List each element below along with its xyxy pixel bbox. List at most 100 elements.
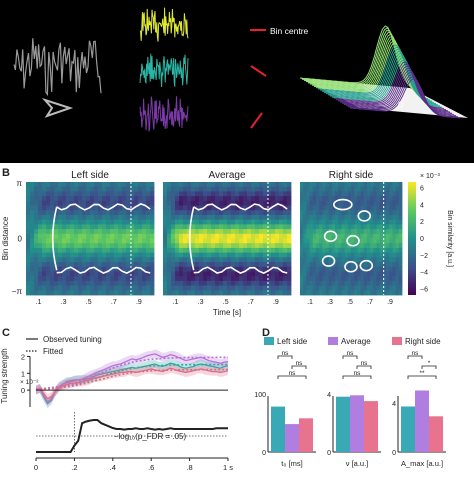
heatmap-cell [351,290,355,296]
significance-marker: * [428,360,431,367]
heatmap-cell [106,229,111,235]
heatmap-cell [351,266,355,272]
heatmap-cell [203,200,208,206]
heatmap-cell [146,219,151,225]
heatmap-cell [392,182,397,188]
heatmap-cell [398,257,403,263]
heatmap-cell [287,182,292,188]
heatmap-cell [386,210,390,216]
heatmap-cell [279,196,284,202]
heatmap-cell [175,238,180,244]
heatmap-cell [167,247,172,254]
heatmap-cell [66,266,71,272]
heatmap-cell [300,191,304,197]
heatmap-cell [379,233,384,239]
heatmap-cell [398,200,403,206]
heatmap-cell [239,276,244,282]
heatmap-cell [328,205,333,211]
heatmap-cell [183,196,188,202]
heatmap-cell [303,191,307,197]
heatmap-cell [223,224,228,230]
heatmap-cell [235,200,240,206]
heatmap-cell [303,233,307,239]
heatmap-cell [110,200,115,206]
heatmap-cell [62,200,67,206]
heatmap-cell [315,205,320,211]
heatmap-cell [78,191,83,197]
heatmap-cell [315,200,320,206]
heatmap-cell [392,276,397,282]
heatmap-cell [247,224,252,230]
heatmap-cell [38,257,43,263]
heatmap-cell [267,191,272,197]
x-axis-label: ν [a.u.] [346,459,369,468]
heatmap-cell [392,210,397,216]
heatmap-cell [341,243,346,249]
heatmap-cell [90,191,95,197]
heatmap-cell [74,266,79,272]
heatmap-cell [376,210,381,216]
heatmap-cell [235,233,240,239]
heatmap-cell [283,186,288,192]
heatmap-cell [227,266,232,272]
surface-zero-label: 0 [398,100,403,110]
heatmap-cell [102,186,107,192]
heatmap-cell [30,229,35,235]
x-tick-label: .1 [307,299,313,306]
heatmap-cell [134,266,139,272]
heatmap-cell [351,280,355,286]
heatmap-cell [287,214,292,221]
heatmap-cell [183,285,188,291]
heatmap-cell [74,257,79,263]
heatmap-cell [34,200,39,206]
heatmap-cell [271,229,276,235]
heatmap-cell [98,243,103,249]
heatmap-cell [26,182,31,188]
heatmap-cell [38,191,43,197]
heatmap-cell [146,224,151,230]
heatmap-cell [389,224,393,230]
heatmap-cell [122,290,127,296]
heatmap-cell [370,191,374,197]
y-tick-label: 100 [254,392,266,399]
heatmap-cell [283,262,288,268]
heatmap-cell [211,238,216,244]
heatmap-cell [351,257,355,263]
heatmap-cell [70,191,75,197]
heatmap-cell [303,247,307,254]
heatmap-cell [223,214,228,221]
heatmap-cell [138,214,143,221]
heatmap-cell [203,233,208,239]
heatmap-cell [344,280,349,286]
heatmap-cell [363,229,368,235]
legend-swatch [392,337,402,345]
heatmap-cell [34,210,39,216]
heatmap-cell [195,229,200,235]
heatmap-cell [94,200,99,206]
heatmap-cell [303,243,307,249]
heatmap-cell [215,229,220,235]
heatmap-cell [187,280,192,286]
heatmap-cell [235,196,240,202]
heatmap-cell [251,257,256,263]
heatmap-cell [370,214,374,221]
heatmap-cell [134,285,139,291]
heatmap-cell [187,262,192,268]
heatmap-cell [130,233,135,239]
heatmap-cell [179,196,184,202]
heatmap-cell [58,290,63,296]
heatmap-cell [283,182,288,188]
heatmap-cell [344,290,349,296]
heatmap-cell [90,200,95,206]
heatmap-cell [126,205,131,211]
heatmap-cell [163,219,168,225]
heatmap-cell [110,229,115,235]
heatmap-cell [231,252,236,258]
heatmap-cell [341,205,346,211]
contour-line [56,203,151,211]
heatmap-cell [360,196,365,202]
heatmap-cell [259,276,264,282]
heatmap-cell [203,191,208,197]
heatmap-cell [243,210,248,216]
heatmap-cell [46,214,51,221]
